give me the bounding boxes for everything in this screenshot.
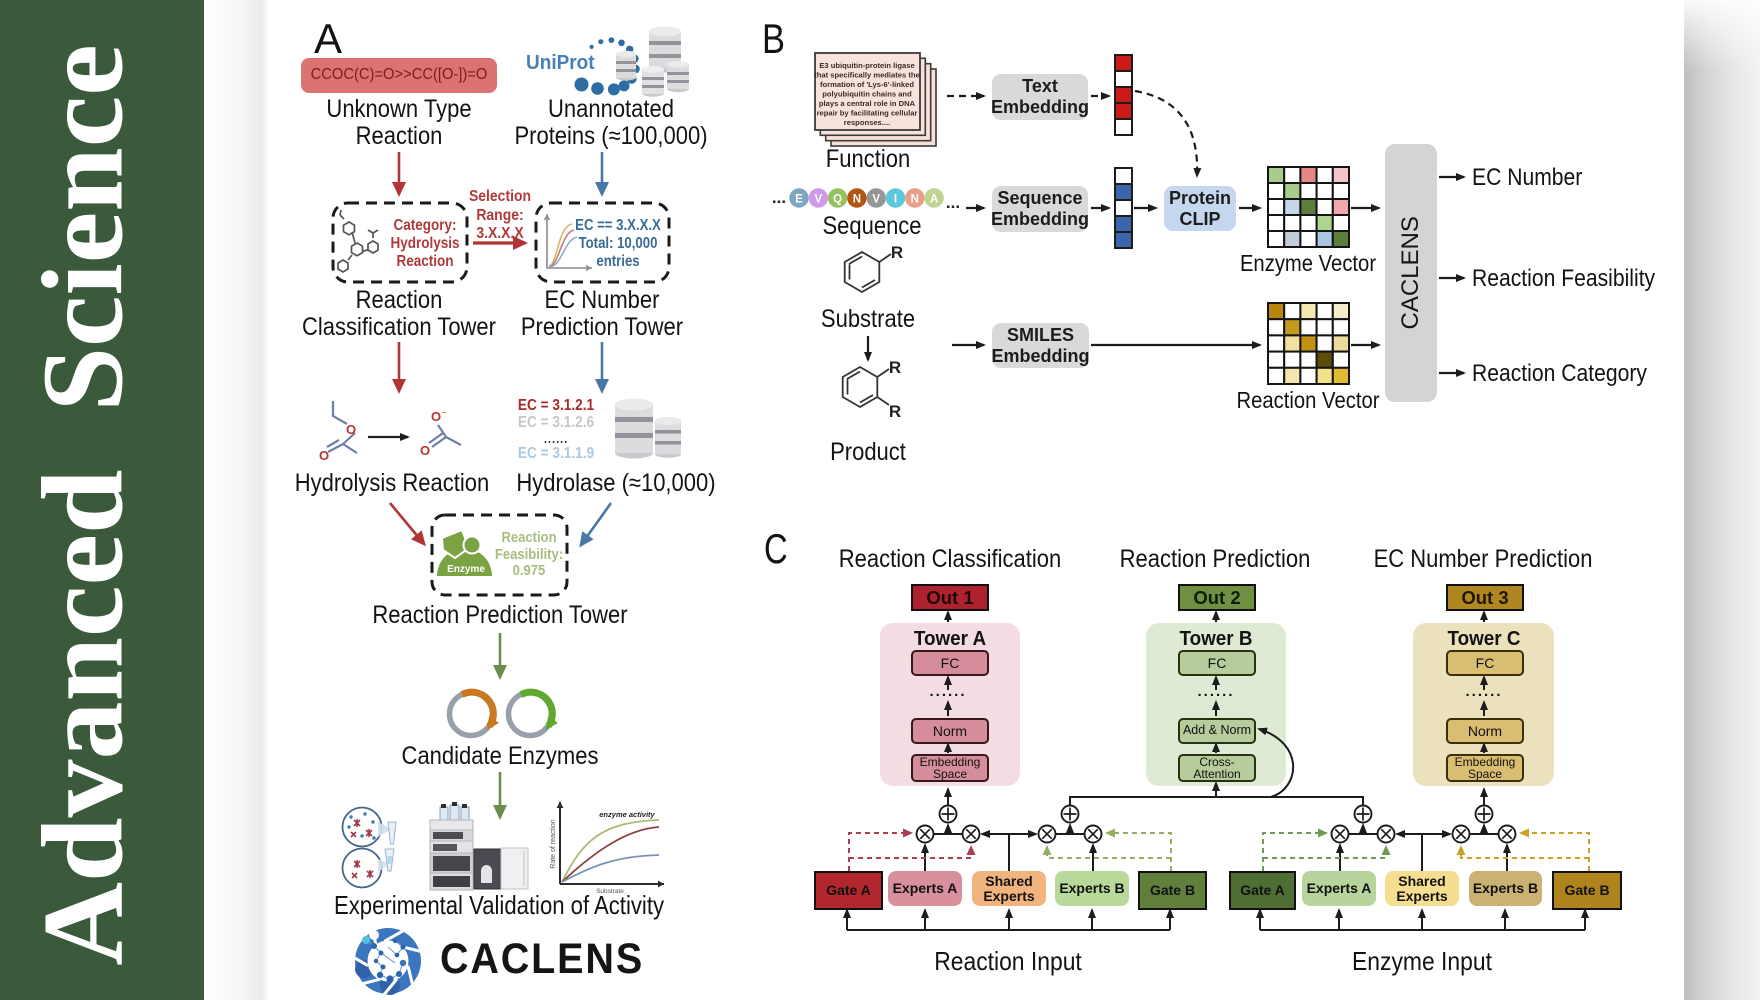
svg-text:N: N bbox=[911, 194, 919, 206]
svg-text:E3 ubiquitin-protein ligase: E3 ubiquitin-protein ligase bbox=[819, 61, 914, 70]
svg-text:R: R bbox=[891, 243, 903, 262]
svg-text:polyubiquitin chains and: polyubiquitin chains and bbox=[822, 90, 912, 99]
svg-text:N: N bbox=[853, 194, 861, 206]
svg-text:O: O bbox=[346, 422, 356, 437]
svg-text:O: O bbox=[431, 409, 441, 424]
svg-text:plays a central role in DNA: plays a central role in DNA bbox=[819, 99, 916, 108]
svg-text:...: ... bbox=[772, 188, 786, 207]
svg-text:enzyme activity: enzyme activity bbox=[599, 810, 655, 819]
svg-text:that specifically mediates the: that specifically mediates the bbox=[814, 71, 920, 80]
svg-text:R: R bbox=[889, 358, 901, 377]
svg-text:...: ... bbox=[946, 193, 960, 212]
svg-text:Rate of reaction: Rate of reaction bbox=[550, 819, 557, 869]
svg-text:V: V bbox=[814, 194, 822, 206]
svg-text:O: O bbox=[319, 448, 329, 463]
svg-text:Q: Q bbox=[833, 194, 842, 206]
svg-text:O: O bbox=[420, 443, 430, 458]
svg-text:formation of 'Lys-6'-linked: formation of 'Lys-6'-linked bbox=[820, 80, 914, 89]
svg-text:responses....: responses.... bbox=[844, 118, 890, 127]
svg-text:A: A bbox=[930, 194, 938, 206]
svg-text:Substrate: Substrate bbox=[596, 888, 624, 895]
svg-text:repair by facilitating cellula: repair by facilitating cellular bbox=[817, 109, 918, 118]
svg-text:I: I bbox=[894, 194, 897, 206]
svg-text:E: E bbox=[795, 194, 803, 206]
svg-text:R: R bbox=[889, 402, 901, 421]
svg-text:–: – bbox=[441, 407, 446, 417]
svg-text:Enzyme: Enzyme bbox=[447, 564, 485, 575]
svg-text:V: V bbox=[872, 194, 880, 206]
